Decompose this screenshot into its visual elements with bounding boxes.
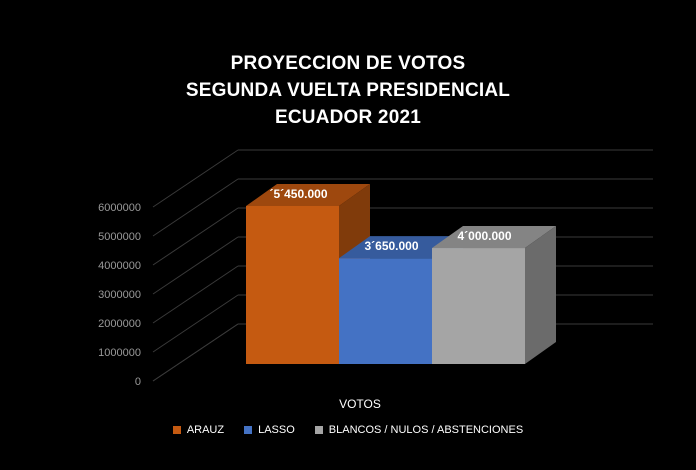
y-tick-label-3: 3000000 — [98, 289, 141, 301]
data-label-lasso: 3´650.000 — [364, 239, 418, 253]
legend-item-lasso: LASSO — [244, 424, 295, 436]
bar-front-arauz — [246, 206, 339, 364]
x-axis-category-label: VOTOS — [339, 397, 381, 411]
y-tick-label-2: 2000000 — [98, 318, 141, 330]
bar-top-arauz — [246, 184, 370, 206]
bar-side-blancos — [525, 226, 556, 364]
gridline-side-1 — [152, 294, 239, 353]
data-label-blancos: 4´000.000 — [457, 229, 511, 243]
data-label-arauz: ´5´450.000 — [269, 187, 327, 201]
y-tick-label-1: 1000000 — [98, 347, 141, 359]
legend-swatch-lasso — [244, 426, 253, 434]
bar-front-lasso — [339, 258, 432, 364]
y-tick-label-0: 0 — [135, 376, 141, 388]
legend-swatch-blancos — [314, 426, 323, 434]
gridline-side-3 — [152, 236, 239, 295]
legend-item-arauz: ARAUZ — [172, 424, 225, 436]
y-tick-label-6: 6000000 — [98, 202, 141, 214]
chart-title-line-2: SEGUNDA VUELTA PRESIDENCIAL — [185, 80, 511, 101]
gridline-side-2 — [152, 265, 239, 324]
legend-label-lasso: LASSO — [258, 424, 295, 436]
axis-depth-line — [152, 323, 239, 382]
y-tick-label-5: 5000000 — [98, 231, 141, 243]
y-tick-label-4: 4000000 — [98, 260, 141, 272]
chart-title-line-3: ECUADOR 2021 — [274, 107, 421, 128]
legend-label-blancos: BLANCOS / NULOS / ABSTENCIONES — [328, 424, 524, 436]
legend-item-blancos: BLANCOS / NULOS / ABSTENCIONES — [314, 424, 524, 436]
gridline-side-4 — [152, 207, 239, 266]
chart-title-line-1: PROYECCION DE VOTOS — [230, 53, 466, 74]
bar-front-blancos — [432, 248, 525, 364]
gridline-side-5 — [152, 178, 239, 237]
gridline-side-6 — [152, 149, 239, 208]
legend: ARAUZ LASSO BLANCOS / NULOS / ABSTENCION… — [0, 424, 696, 436]
legend-swatch-arauz — [172, 426, 181, 434]
legend-label-arauz: ARAUZ — [186, 424, 225, 436]
bar-top-blancos — [432, 226, 556, 249]
